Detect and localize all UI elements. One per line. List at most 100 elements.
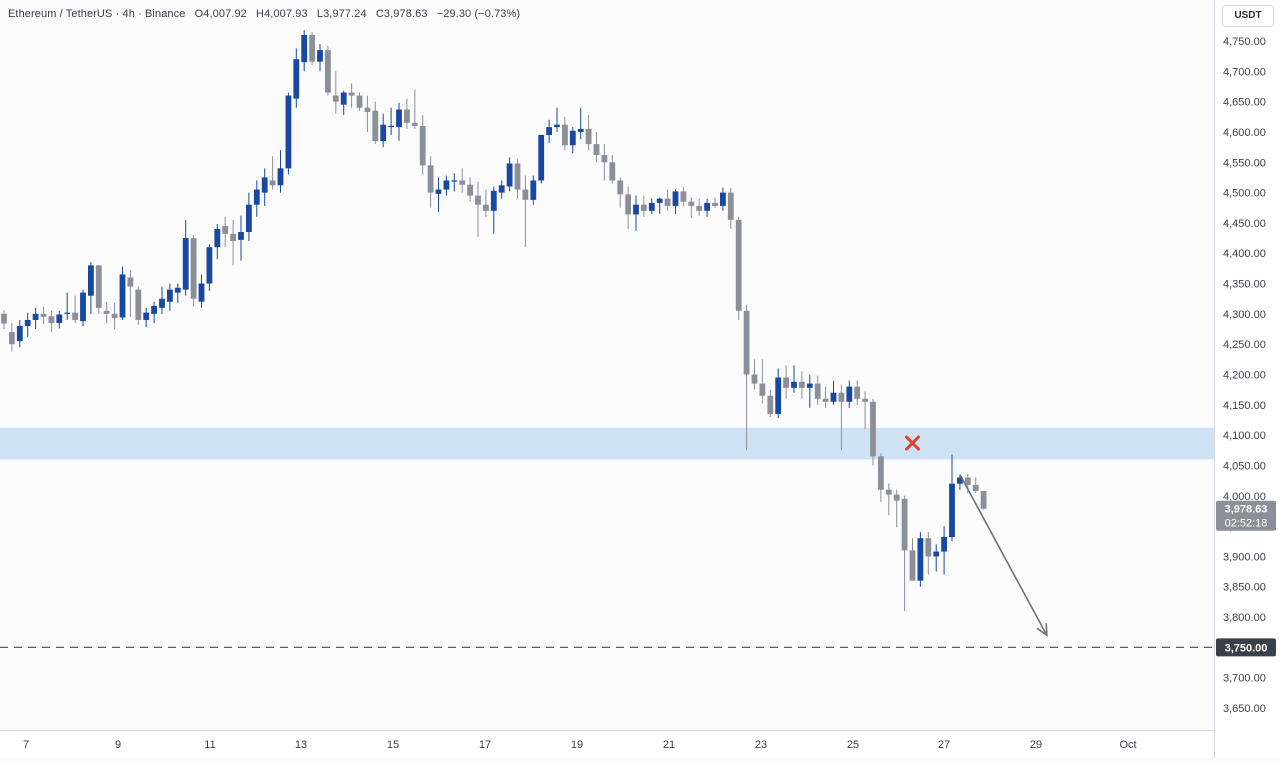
candle-body[interactable] — [720, 192, 726, 206]
current-price-tag[interactable] — [1216, 500, 1276, 531]
candle-body[interactable] — [64, 312, 71, 314]
candle-body[interactable] — [404, 109, 410, 123]
candle-body[interactable] — [238, 232, 244, 240]
candle-body[interactable] — [601, 154, 608, 163]
candle-body[interactable] — [277, 168, 284, 186]
candle-body[interactable] — [206, 247, 213, 284]
candle-body[interactable] — [135, 289, 142, 320]
candle-body[interactable] — [577, 128, 584, 132]
candle-body[interactable] — [783, 377, 789, 388]
candle-body[interactable] — [751, 374, 758, 384]
candle-body[interactable] — [119, 274, 126, 318]
candle-body[interactable] — [530, 180, 537, 200]
candle-body[interactable] — [688, 201, 695, 206]
candle-body[interactable] — [514, 163, 521, 190]
candle-body[interactable] — [957, 477, 963, 484]
candle-body[interactable] — [680, 191, 687, 202]
candle-body[interactable] — [151, 305, 157, 314]
rejection-x-marker[interactable] — [905, 435, 920, 451]
candle-body[interactable] — [885, 489, 892, 495]
currency-unit-button[interactable]: USDT — [1222, 5, 1274, 27]
candle-body[interactable] — [459, 180, 466, 185]
candle-body[interactable] — [893, 494, 900, 501]
candle-body[interactable] — [870, 401, 876, 457]
candle-body[interactable] — [522, 189, 529, 200]
candle-body[interactable] — [625, 194, 631, 215]
candle-body[interactable] — [972, 484, 979, 491]
candle-body[interactable] — [641, 204, 647, 211]
candle-body[interactable] — [964, 477, 971, 485]
candle-body[interactable] — [562, 124, 568, 146]
candle-body[interactable] — [538, 134, 545, 181]
candle-body[interactable] — [949, 483, 955, 538]
candle-body[interactable] — [862, 398, 868, 402]
candle-body[interactable] — [799, 381, 805, 388]
symbol-title[interactable]: Ethereum / TetherUS · 4h · Binance — [8, 8, 186, 20]
level-price-tag[interactable] — [1216, 638, 1276, 657]
candle-body[interactable] — [846, 386, 853, 402]
candle-body[interactable] — [712, 202, 718, 206]
candle-body[interactable] — [451, 180, 458, 182]
resistance-zone[interactable] — [0, 427, 1214, 460]
candle-body[interactable] — [301, 34, 308, 63]
candle-body[interactable] — [103, 310, 110, 314]
candle-body[interactable] — [143, 312, 150, 320]
candle-body[interactable] — [814, 383, 821, 399]
candle-body[interactable] — [664, 198, 671, 206]
candle-body[interactable] — [483, 204, 489, 211]
candle-body[interactable] — [56, 314, 63, 323]
candle-body[interactable] — [72, 312, 78, 320]
candle-body[interactable] — [759, 383, 766, 396]
candle-body[interactable] — [214, 228, 221, 248]
candle-body[interactable] — [246, 204, 252, 233]
candle-body[interactable] — [917, 538, 924, 581]
candle-body[interactable] — [554, 124, 560, 128]
candle-body[interactable] — [159, 298, 165, 308]
candle-body[interactable] — [24, 319, 31, 326]
candle-body[interactable] — [933, 551, 940, 557]
candle-body[interactable] — [593, 144, 600, 155]
candle-body[interactable] — [48, 316, 55, 323]
candle-body[interactable] — [388, 125, 394, 128]
candle-body[interactable] — [704, 202, 710, 211]
candle-body[interactable] — [269, 180, 276, 186]
candle-body[interactable] — [791, 381, 797, 388]
candle-body[interactable] — [261, 177, 268, 193]
candle-body[interactable] — [198, 283, 205, 302]
candle-body[interactable] — [980, 490, 987, 509]
candle-body[interactable] — [467, 184, 473, 196]
candle-body[interactable] — [506, 163, 513, 187]
candle-body[interactable] — [490, 190, 497, 211]
candle-body[interactable] — [127, 277, 134, 287]
candle-body[interactable] — [293, 59, 300, 99]
candle-body[interactable] — [672, 191, 679, 206]
candle-body[interactable] — [190, 238, 197, 299]
candle-body[interactable] — [16, 325, 23, 342]
candle-body[interactable] — [656, 198, 663, 203]
candle-body[interactable] — [909, 550, 916, 581]
candle-body[interactable] — [80, 292, 86, 322]
candle-body[interactable] — [925, 538, 932, 557]
price-axis-panel[interactable] — [1214, 0, 1280, 758]
candle-body[interactable] — [475, 195, 481, 205]
candle-body[interactable] — [396, 109, 402, 128]
candle-body[interactable] — [822, 398, 829, 402]
candle-body[interactable] — [356, 95, 363, 108]
candle-body[interactable] — [230, 233, 236, 242]
candle-body[interactable] — [325, 50, 331, 93]
candle-body[interactable] — [854, 386, 861, 399]
candle-body[interactable] — [427, 165, 434, 193]
candle-body[interactable] — [775, 377, 782, 414]
candle-body[interactable] — [901, 498, 908, 551]
candle-body[interactable] — [380, 124, 387, 142]
candle-body[interactable] — [174, 287, 181, 293]
candle-body[interactable] — [648, 202, 655, 211]
candle-body[interactable] — [830, 392, 837, 402]
candle-body[interactable] — [498, 185, 505, 193]
candle-body[interactable] — [569, 130, 576, 146]
candle-body[interactable] — [419, 125, 426, 166]
candle-body[interactable] — [435, 189, 442, 194]
candle-body[interactable] — [332, 95, 339, 102]
